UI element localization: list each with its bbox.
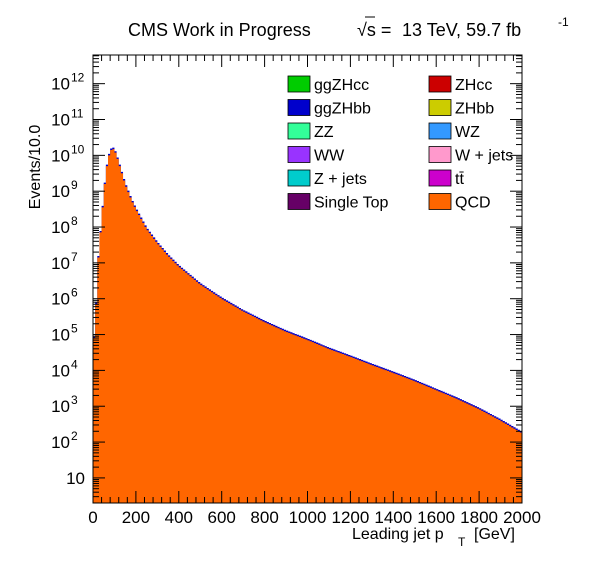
x-tick-label: 800	[250, 508, 278, 527]
y-tick-label-exponent: 8	[71, 214, 78, 228]
x-axis-title-unit: [GeV]	[474, 526, 515, 543]
legend-label-ggzhcc: ggZHcc	[314, 77, 369, 94]
x-tick-label: 0	[88, 508, 97, 527]
x-tick-label: 1000	[289, 508, 327, 527]
legend-label-ggzhbb: ggZHbb	[314, 101, 371, 118]
x-tick-label: 1800	[460, 508, 498, 527]
legend-label-single-top: Single Top	[314, 195, 389, 212]
x-tick-label: 1200	[331, 508, 369, 527]
legend-swatch-z-jets	[287, 169, 311, 187]
x-axis-title-sub: T	[458, 535, 466, 549]
y-tick-label: 10	[51, 433, 70, 452]
y-tick-label-exponent: 5	[71, 322, 78, 336]
chart-title: CMS Work in Progress √s = 13 TeV, 59.7 f…	[128, 15, 569, 40]
x-axis-title-main: Leading jet p	[352, 526, 444, 543]
y-tick-label: 10	[51, 397, 70, 416]
legend-label-zhcc: ZHcc	[455, 77, 492, 94]
y-tick-label: 10	[51, 361, 70, 380]
y-tick-label: 10	[51, 75, 70, 94]
legend-label-zhbb: ZHbb	[455, 101, 494, 118]
legend-swatch-ww	[287, 146, 311, 163]
y-tick-label: 10	[51, 182, 70, 201]
y-tick-label-exponent: 7	[71, 250, 78, 264]
y-tick-label-exponent: 11	[71, 107, 84, 121]
legend-swatch-zhbb	[428, 99, 452, 116]
title-energy: 13 TeV, 59.7 fb	[402, 20, 521, 40]
sqrt-s-symbol: √s =	[357, 20, 391, 40]
y-tick-label-exponent: 9	[71, 178, 78, 192]
legend-swatch-ggzhbb	[287, 99, 311, 116]
legend-label-tt: tt̄	[455, 171, 464, 188]
legend-swatch-qcd	[428, 193, 452, 210]
y-tick-label-exponent: 3	[71, 393, 78, 407]
x-axis: 0 200 400 600 800 1000 1200 1400 1600 1800 2000	[88, 55, 541, 527]
y-tick-label-exponent: 12	[71, 71, 85, 85]
y-tick-label: 10	[51, 254, 70, 273]
x-tick-label: 600	[208, 508, 236, 527]
legend-swatch-tt	[428, 169, 452, 187]
y-tick-label-exponent: 6	[71, 286, 78, 300]
y-tick-label: 10	[51, 290, 70, 309]
y-tick-label: 10	[51, 111, 70, 130]
legend-swatch-zhcc	[428, 75, 452, 93]
title-exponent: -1	[558, 15, 569, 29]
y-axis-title: Events/10.0	[27, 125, 44, 210]
y-tick-label-exponent: 4	[71, 357, 78, 371]
legend-label-zz: ZZ	[314, 124, 334, 141]
plot-area	[92, 54, 523, 504]
y-tick-label: 10	[66, 469, 85, 488]
legend-swatch-wz	[428, 122, 452, 140]
y-tick-label: 10	[51, 218, 70, 237]
legend-swatch-ggzhcc	[287, 75, 311, 93]
legend: ggZHcc ZHcc ggZHbb ZHbb ZZ WZ WW W + jets Z + je…	[287, 75, 513, 212]
legend-label-z-jets: Z + jets	[314, 171, 367, 188]
x-tick-label: 2000	[503, 508, 541, 527]
y-tick-label-exponent: 10	[71, 142, 85, 156]
x-tick-label: 200	[122, 508, 150, 527]
legend-label-qcd: QCD	[455, 195, 491, 212]
x-tick-label: 400	[165, 508, 193, 527]
legend-label-w-jets: W + jets	[455, 148, 513, 165]
title-main: CMS Work in Progress	[128, 20, 311, 40]
series-qcd	[93, 149, 522, 503]
x-tick-label: 1400	[374, 508, 412, 527]
x-tick-label: 1600	[417, 508, 455, 527]
legend-swatch-w-jets	[428, 146, 452, 163]
y-tick-label-exponent: 2	[71, 429, 78, 443]
y-tick-label: 10	[51, 146, 70, 165]
legend-label-wz: WZ	[455, 124, 480, 141]
legend-swatch-zz	[287, 122, 311, 140]
x-axis-title: Leading jet p T [GeV]	[352, 526, 515, 549]
y-tick-label: 10	[51, 326, 70, 345]
legend-swatch-single-top	[287, 193, 311, 210]
legend-label-ww: WW	[314, 148, 345, 165]
